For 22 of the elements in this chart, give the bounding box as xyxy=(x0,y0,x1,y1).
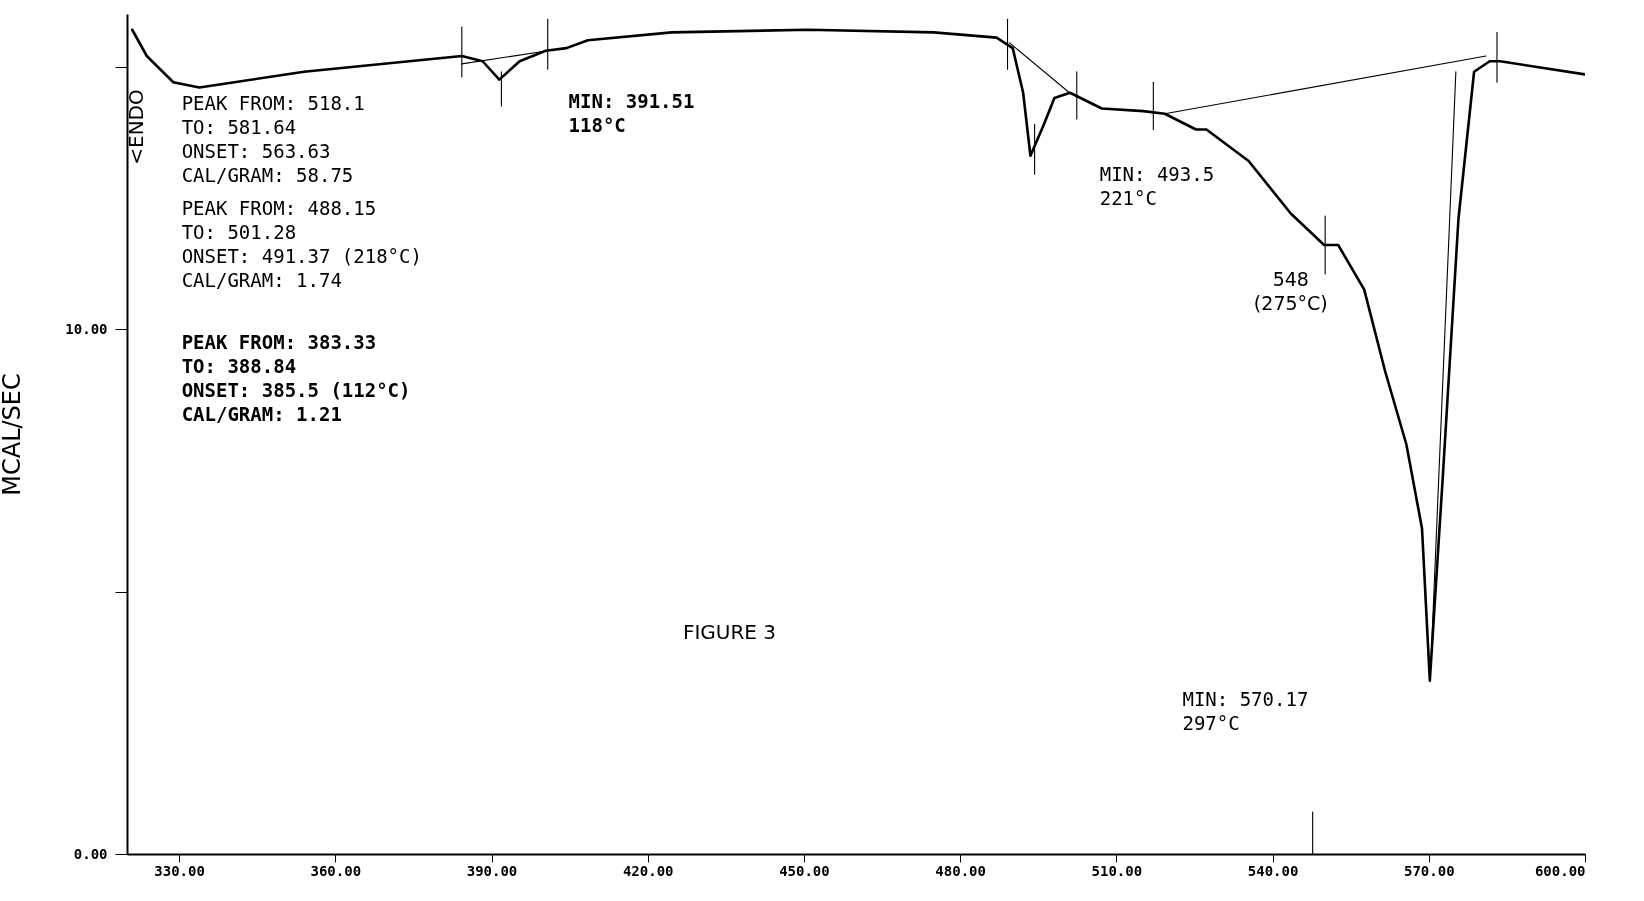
x-tick-label: 420.00 xyxy=(622,862,674,879)
x-tick-label: 390.00 xyxy=(466,862,518,879)
y-axis-title: MCAL/SEC xyxy=(0,373,27,496)
x-tick-label: 480.00 xyxy=(935,862,986,879)
x-tick-label: 510.00 xyxy=(1091,862,1143,879)
x-tick-label: 570.00 xyxy=(1404,862,1455,879)
annotation: PEAK FROM: 518.1 TO: 581.64 ONSET: 563.63 CAL/GRAM: 58.75 xyxy=(181,92,365,187)
x-tick-label: 600.00 xyxy=(1534,862,1586,879)
annotation: PEAK FROM: 488.15 TO: 501.28 ONSET: 491.37 (218°C) CAL/GRAM: 1.74 xyxy=(181,197,422,292)
x-tick-label: 540.00 xyxy=(1247,862,1299,879)
x-tick-label: 450.00 xyxy=(779,862,830,879)
annotation: <ENDO xyxy=(124,89,148,165)
annotation: 548 (275°C) xyxy=(1253,268,1328,315)
x-tick-label: 330.00 xyxy=(154,862,205,879)
annotation: MIN: 493.5 221°C xyxy=(1099,163,1215,210)
annotation: MIN: 570.17 297°C xyxy=(1182,688,1309,735)
annotation: FIGURE 3 xyxy=(682,620,777,644)
annotation: MIN: 391.51 118°C xyxy=(568,89,695,136)
y-tick-label: 0.00 xyxy=(73,845,108,862)
x-tick-label: 360.00 xyxy=(310,862,362,879)
annotation: PEAK FROM: 383.33 TO: 388.84 ONSET: 385.5 (112°C) CAL/GRAM: 1.21 xyxy=(181,331,411,426)
y-tick-label: 10.00 xyxy=(65,320,108,337)
